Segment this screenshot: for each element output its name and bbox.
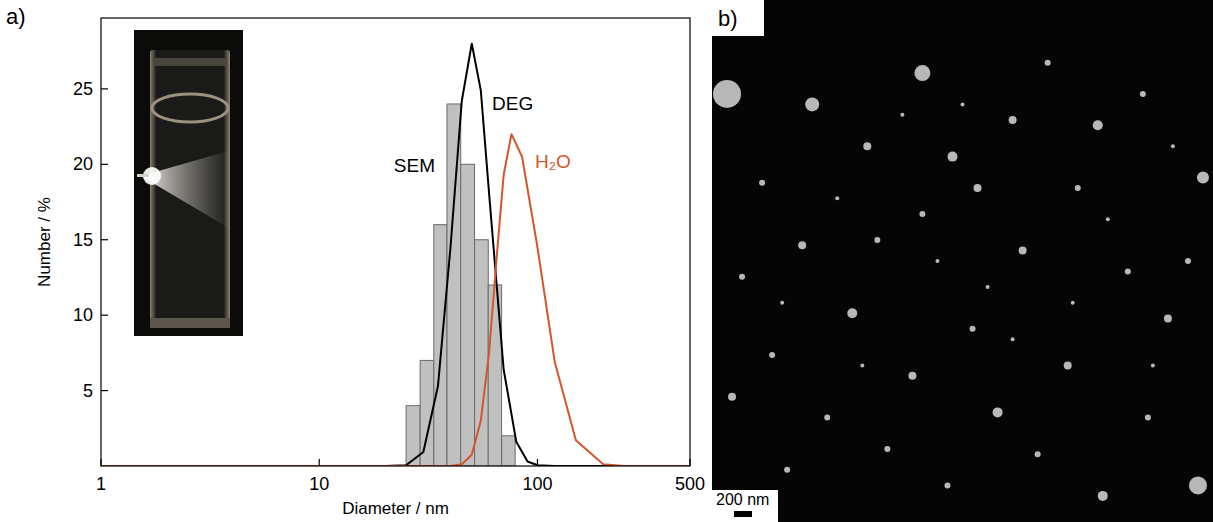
particle bbox=[1045, 60, 1051, 66]
particle bbox=[914, 65, 930, 81]
particle bbox=[944, 482, 950, 488]
particle bbox=[835, 196, 839, 200]
x-tick-label: 100 bbox=[522, 474, 552, 494]
particle bbox=[769, 352, 775, 358]
y-tick bbox=[101, 239, 108, 240]
y-tick bbox=[101, 164, 108, 165]
particle bbox=[1019, 247, 1027, 255]
particle bbox=[919, 211, 925, 217]
x-tick-label: 500 bbox=[675, 474, 705, 494]
particle bbox=[1009, 116, 1017, 124]
x-tick bbox=[100, 459, 101, 466]
particle bbox=[986, 285, 990, 289]
panel-label: b) bbox=[718, 6, 738, 31]
particle bbox=[1145, 415, 1151, 421]
histogram-bar bbox=[502, 436, 516, 466]
histogram-bar bbox=[434, 225, 447, 466]
particle bbox=[874, 237, 880, 243]
particle bbox=[824, 415, 830, 421]
x-tick bbox=[537, 459, 538, 466]
particle bbox=[739, 274, 745, 280]
plot-marks bbox=[101, 44, 690, 466]
y-tick bbox=[101, 315, 108, 316]
particle bbox=[728, 393, 736, 401]
particle bbox=[1093, 120, 1103, 130]
y-tick-label: 20 bbox=[73, 154, 93, 174]
particle bbox=[1106, 217, 1110, 221]
y-tick-label: 25 bbox=[73, 79, 93, 99]
particle bbox=[970, 326, 976, 332]
y-tick bbox=[101, 88, 108, 89]
particle bbox=[1171, 144, 1175, 148]
particle bbox=[900, 113, 904, 117]
particle bbox=[884, 446, 890, 452]
particle bbox=[961, 102, 965, 106]
particle bbox=[935, 259, 939, 263]
histogram-bar bbox=[461, 164, 475, 466]
particle bbox=[1197, 171, 1209, 183]
inset-photo bbox=[134, 30, 243, 336]
particle bbox=[1189, 476, 1207, 494]
panel-label: a) bbox=[6, 4, 26, 29]
size-distribution-line bbox=[101, 44, 690, 466]
scale-bar-label: 200 nm bbox=[716, 491, 769, 508]
particle bbox=[1164, 314, 1172, 322]
sem-image bbox=[712, 0, 1213, 522]
y-tick-label: 5 bbox=[83, 381, 93, 401]
series-label: SEM bbox=[394, 155, 435, 176]
label-patch bbox=[712, 0, 764, 36]
x-tick-label: 1 bbox=[96, 474, 106, 494]
x-axis-title: Diameter / nm bbox=[342, 499, 449, 518]
particle bbox=[908, 372, 916, 380]
particle bbox=[798, 241, 806, 249]
particle bbox=[847, 308, 857, 318]
particle bbox=[1098, 491, 1108, 501]
histogram-bar bbox=[475, 240, 489, 466]
particle bbox=[1075, 185, 1081, 191]
particle bbox=[759, 180, 765, 186]
histogram-bar bbox=[447, 104, 461, 466]
x-tick-label: 10 bbox=[309, 474, 329, 494]
particle bbox=[713, 80, 741, 108]
particle bbox=[784, 467, 790, 473]
scale-bar bbox=[734, 511, 752, 517]
particle bbox=[1011, 337, 1015, 341]
y-axis-title: Number / % bbox=[35, 197, 54, 287]
x-tick bbox=[319, 459, 320, 466]
particle bbox=[780, 301, 784, 305]
particle bbox=[805, 97, 819, 111]
figure: 1 10 100 500 5 10 15 20 25 Diameter / nm Number / … bbox=[0, 0, 1213, 522]
particle bbox=[1071, 301, 1075, 305]
particle bbox=[1140, 91, 1146, 97]
particle bbox=[1185, 258, 1191, 264]
y-tick bbox=[101, 390, 108, 391]
particle bbox=[1064, 361, 1072, 369]
series-label: DEG bbox=[492, 93, 533, 114]
particle bbox=[863, 142, 871, 150]
y-tick-label: 10 bbox=[73, 305, 93, 325]
x-tick bbox=[689, 459, 690, 466]
particle bbox=[1151, 363, 1155, 367]
particle bbox=[974, 184, 982, 192]
scalebar-patch bbox=[712, 490, 778, 522]
particle bbox=[993, 407, 1003, 417]
series-label: H₂O bbox=[535, 151, 571, 172]
particle bbox=[1125, 268, 1131, 274]
y-tick-label: 15 bbox=[73, 230, 93, 250]
particle bbox=[1035, 451, 1041, 457]
particle bbox=[947, 152, 957, 162]
plot-frame bbox=[101, 18, 690, 466]
particle bbox=[860, 363, 864, 367]
